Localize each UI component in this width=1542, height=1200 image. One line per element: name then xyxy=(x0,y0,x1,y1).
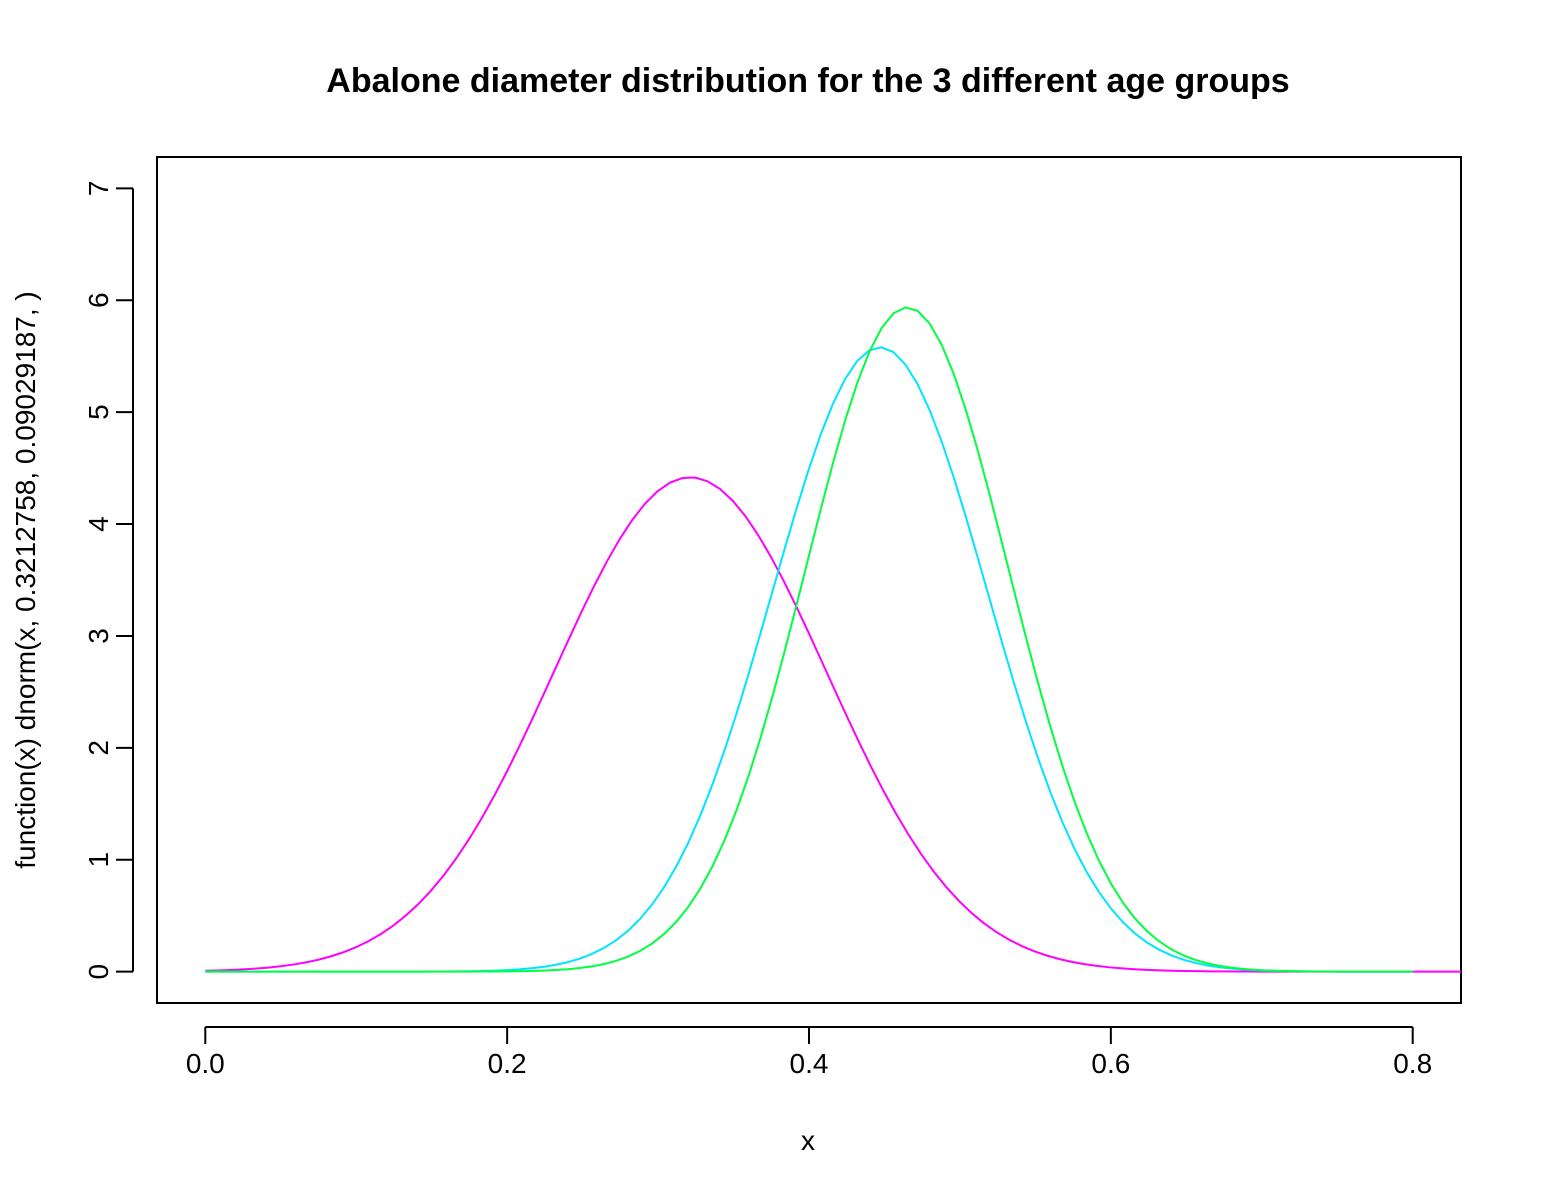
y-tick-label: 0 xyxy=(83,964,114,980)
x-axis-label: x xyxy=(801,1125,815,1156)
y-tick-label: 1 xyxy=(83,852,114,868)
y-tick-label: 6 xyxy=(83,292,114,308)
y-tick-label: 5 xyxy=(83,404,114,420)
series-line-2 xyxy=(205,346,1413,973)
y-axis-label: function(x) dnorm(x, 0.3212758, 0.090291… xyxy=(10,291,41,868)
y-axis: 0 1 2 3 4 5 6 7 xyxy=(83,181,134,980)
y-tick-label: 3 xyxy=(83,628,114,644)
x-tick-label: 0.2 xyxy=(488,1048,527,1079)
x-tick-label: 0.6 xyxy=(1091,1048,1130,1079)
y-tick-label: 7 xyxy=(83,181,114,197)
x-tick-label: 0.4 xyxy=(790,1048,829,1079)
y-tick-label: 4 xyxy=(83,516,114,532)
series-layer xyxy=(205,306,1461,973)
series-line-3 xyxy=(205,306,1413,973)
chart-title: Abalone diameter distribution for the 3 … xyxy=(326,62,1289,100)
x-tick-label: 0.0 xyxy=(186,1048,225,1079)
x-axis: 0.0 0.2 0.4 0.6 0.8 xyxy=(186,1026,1432,1079)
x-tick-label: 0.8 xyxy=(1393,1048,1432,1079)
plot-frame xyxy=(156,156,1462,1004)
y-tick-label: 2 xyxy=(83,740,114,756)
series-line-1 xyxy=(205,476,1461,973)
